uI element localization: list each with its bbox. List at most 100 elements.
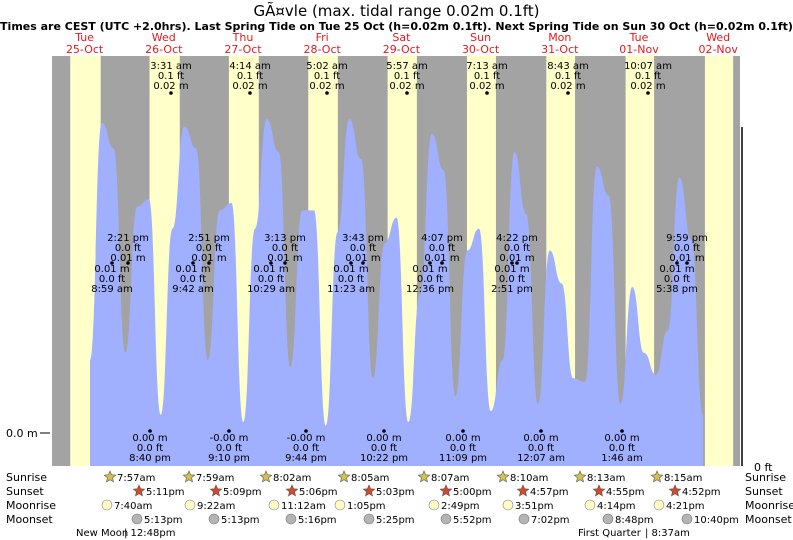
tide-point — [191, 261, 195, 265]
tide-point — [620, 429, 624, 433]
tide-point — [325, 91, 329, 95]
tide-label: 0.00 m — [523, 433, 558, 444]
sunset-star-icon — [516, 484, 530, 497]
tide-label: 9:10 pm — [208, 453, 250, 464]
sunrise-time: 7:57am — [117, 473, 155, 484]
tide-point — [440, 261, 444, 265]
sunrise-star-icon — [496, 470, 510, 483]
day-name: Fri — [316, 31, 329, 44]
tide-point — [485, 91, 489, 95]
tide-label: 2:51 pm — [491, 284, 533, 295]
day-name: Wed — [152, 31, 176, 44]
tide-label: 0.02 m — [153, 81, 188, 92]
tide-label: 0.0 ft — [350, 243, 376, 254]
tide-label: 4:14 am — [229, 61, 271, 72]
moonrise-icon — [502, 499, 514, 511]
tide-label: 0.1 ft — [158, 71, 184, 82]
day-name: Tue — [74, 31, 94, 44]
tide-label: 0.00 m — [132, 433, 167, 444]
moonrise-time: 4:21pm — [666, 501, 705, 512]
day-date: 27-Oct — [224, 43, 262, 56]
tide-label: 0.02 m — [550, 81, 585, 92]
row-label-left: Moonset — [6, 513, 53, 526]
day-date: 26-Oct — [145, 43, 183, 56]
row-label-right: Sunrise — [745, 471, 786, 484]
tide-label: 0.0 ft — [196, 243, 222, 254]
sunrise-time: 8:02am — [273, 473, 311, 484]
tide-point — [675, 261, 679, 265]
tide-label: -0.00 m — [210, 433, 249, 444]
tide-label: 0.02 m — [232, 81, 267, 92]
tide-label: 0.1 ft — [394, 71, 420, 82]
moonset-icon — [131, 513, 143, 525]
tide-label: 0.0 ft — [499, 274, 525, 285]
tide-label: 0.0 ft — [258, 274, 284, 285]
moonrise-icon — [334, 499, 346, 511]
tide-label: 10:22 pm — [360, 453, 408, 464]
day-date: 01-Nov — [619, 43, 659, 56]
sunset-star-icon — [132, 484, 146, 497]
tide-label: 4:07 pm — [421, 233, 463, 244]
tide-label: 0.0 ft — [609, 443, 635, 454]
day-date: 28-Oct — [304, 43, 342, 56]
tide-label: 0.00 m — [445, 433, 480, 444]
tide-point — [539, 429, 543, 433]
sunrise-star-icon — [337, 470, 351, 483]
tide-label: 9:42 am — [172, 284, 214, 295]
tide-label: 11:23 am — [327, 284, 375, 295]
day-date: 25-Oct — [66, 43, 104, 56]
tide-point — [510, 261, 514, 265]
moonrise-icon — [268, 499, 280, 511]
tide-label: 0.0 ft — [180, 274, 206, 285]
moonset-icon — [285, 513, 297, 525]
y-axis-label-left: 0.0 m — [6, 427, 38, 440]
day-date: 02-Nov — [698, 43, 738, 56]
tide-label: 0.0 ft — [216, 443, 242, 454]
row-label-left: Moonrise — [6, 499, 56, 512]
tide-label: 0.01 m — [494, 264, 529, 275]
moonrise-icon — [428, 499, 440, 511]
tide-label: 0.1 ft — [474, 71, 500, 82]
tide-label: 0.0 ft — [137, 443, 163, 454]
tide-label: 1:46 am — [601, 453, 643, 464]
tide-label: 8:40 pm — [129, 453, 171, 464]
tide-label: 0.0 ft — [528, 443, 554, 454]
moonset-icon — [681, 513, 693, 525]
tide-label: 0.0 ft — [338, 274, 364, 285]
row-label-right: Moonset — [745, 513, 792, 526]
row-label-right: Moonrise — [745, 499, 793, 512]
tide-annotations: 3:31 am0.1 ft0.02 m4:14 am0.1 ft0.02 m5:… — [91, 61, 708, 464]
tide-label: 8:43 am — [547, 61, 589, 72]
tide-point — [566, 91, 570, 95]
tide-label: 3:43 pm — [342, 233, 384, 244]
moonrise-time: 4:14pm — [597, 501, 636, 512]
tide-label: 0.0 ft — [115, 243, 141, 254]
tide-label: -0.00 m — [287, 433, 326, 444]
row-label-left: Sunrise — [6, 471, 47, 484]
tide-point — [227, 429, 231, 433]
tide-label: 0.01 m — [412, 264, 447, 275]
sunset-star-icon — [285, 484, 299, 497]
day-name: Thu — [232, 31, 254, 44]
moonrise-icon — [184, 499, 196, 511]
day-name: Sun — [470, 31, 491, 44]
tide-point — [126, 261, 130, 265]
sunset-time: 5:11pm — [146, 487, 185, 498]
tide-label: 12:36 pm — [406, 284, 454, 295]
moon-phase-name: First Quarter — [578, 528, 642, 539]
chart-subtitle: Times are CEST (UTC +2.0hrs). Last Sprin… — [0, 20, 793, 33]
sunset-time: 4:57pm — [530, 487, 569, 498]
tide-point — [646, 91, 650, 95]
tide-label: 10:29 am — [247, 284, 295, 295]
moonrise-icon — [101, 499, 113, 511]
sunset-time: 5:00pm — [453, 487, 492, 498]
day-date: 30-Oct — [462, 43, 500, 56]
tide-label: 0.01 m — [333, 264, 368, 275]
tide-label: 0.1 ft — [237, 71, 263, 82]
sunrise-time: 7:59am — [196, 473, 234, 484]
tide-label: 0.00 m — [604, 433, 639, 444]
day-name: Tue — [629, 31, 649, 44]
tide-point — [169, 91, 173, 95]
sunset-time: 5:09pm — [223, 487, 262, 498]
tide-label: 0.0 ft — [674, 243, 700, 254]
